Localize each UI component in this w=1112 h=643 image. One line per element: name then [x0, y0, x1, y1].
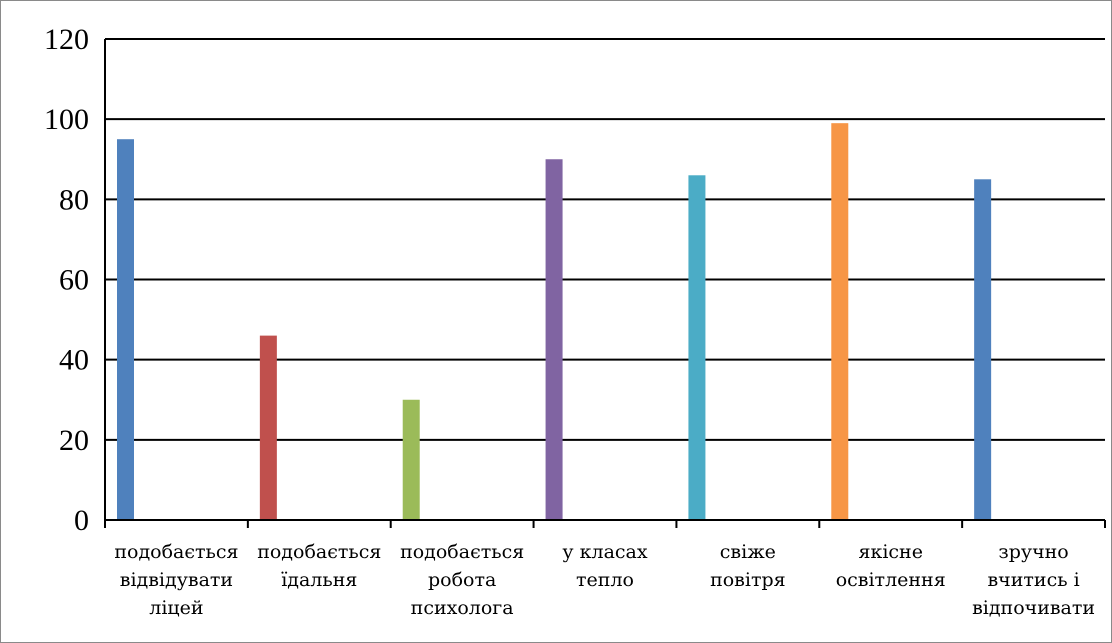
category-label-line: подобається [400, 541, 524, 563]
category-label-line: освітлення [836, 569, 946, 591]
y-tick-label: 60 [59, 264, 89, 297]
y-tick-label: 100 [44, 103, 89, 136]
category-labels: подобається відвідувати ліцей подобається їд… [114, 541, 1095, 619]
category-label-line: подобається [257, 541, 381, 563]
category-label-line: робота [428, 569, 496, 591]
axes [104, 39, 1106, 528]
category-label-line: ліцей [149, 597, 203, 619]
bars [117, 123, 992, 521]
bar [974, 179, 992, 520]
y-tick-label: 20 [59, 424, 89, 457]
category-label-line: повітря [710, 569, 786, 591]
bar [117, 139, 134, 521]
category-label: подобається їдальня [257, 541, 381, 591]
y-tick-labels: 0 20 40 60 80 100 120 [44, 23, 89, 537]
y-tick-label: 40 [59, 344, 89, 377]
bar [831, 123, 849, 521]
bar [259, 335, 277, 520]
y-tick-label: 0 [74, 504, 89, 537]
category-label-line: вчитись і [987, 569, 1079, 591]
category-label-line: у класах [562, 541, 647, 563]
bar [402, 399, 420, 520]
category-label-line: психолога [411, 597, 514, 619]
y-tick-label: 80 [59, 183, 89, 216]
category-label: якісне освітлення [836, 541, 946, 591]
gridlines [105, 38, 1105, 441]
bar [545, 159, 563, 520]
category-label: подобається робота психолога [400, 541, 524, 619]
category-label: у класах тепло [562, 541, 647, 591]
category-label-line: відвідувати [120, 569, 233, 591]
y-tick-label: 120 [44, 23, 89, 56]
bar [688, 175, 706, 521]
category-label: подобається відвідувати ліцей [114, 541, 238, 619]
category-label-line: подобається [114, 541, 238, 563]
category-label-line: їдальня [281, 569, 357, 591]
category-label-line: зручно [998, 541, 1068, 563]
category-label-line: свіже [720, 541, 776, 563]
category-label-line: відпочивати [972, 597, 1095, 619]
category-label: свіже повітря [710, 541, 786, 591]
category-label: зручно вчитись і відпочивати [972, 541, 1095, 619]
category-label-line: тепло [576, 569, 634, 591]
category-label-line: якісне [858, 541, 923, 563]
